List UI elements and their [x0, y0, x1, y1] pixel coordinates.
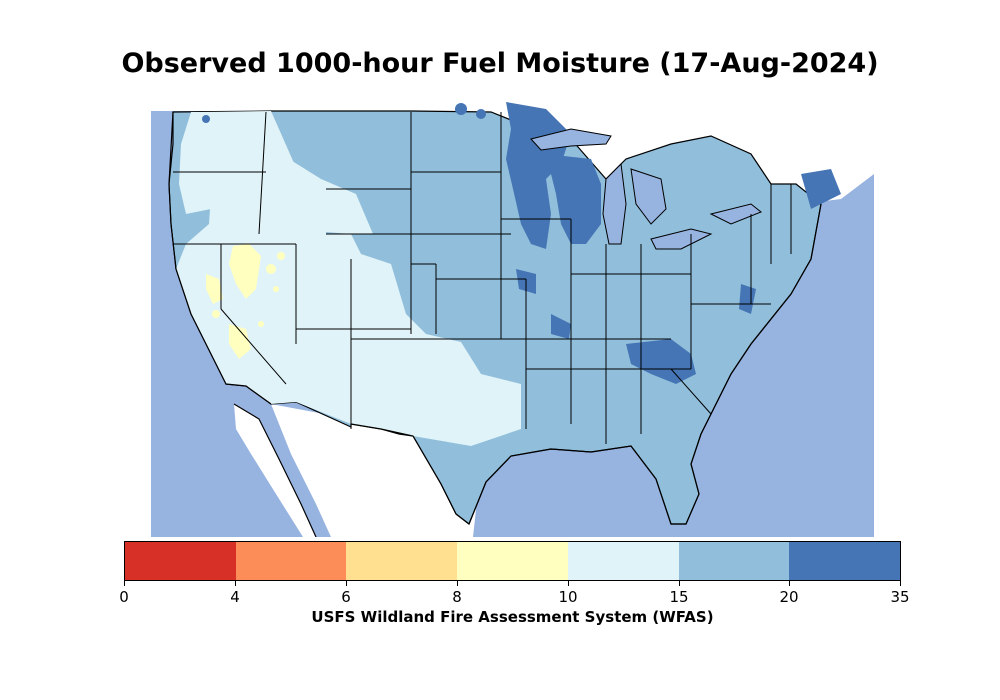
tick-mark	[124, 581, 125, 586]
tick-label: 10	[558, 588, 578, 606]
tick-label: 4	[230, 588, 240, 606]
source-label: USFS Wildland Fire Assessment System (WF…	[311, 608, 714, 626]
zone-8-10-speckles	[206, 244, 285, 359]
fuel-moisture-map	[151, 84, 874, 537]
colorbar-bin-15-20	[678, 542, 790, 580]
colorbar-bin-0-4	[125, 542, 236, 580]
colorbar-bin-4-6	[235, 542, 347, 580]
map-title: Observed 1000-hour Fuel Moisture (17-Aug…	[121, 48, 879, 79]
zone-10-15-montana	[281, 154, 373, 234]
tick-mark	[900, 581, 901, 586]
tick-mark	[457, 581, 458, 586]
colorbar-bin-6-8	[346, 542, 458, 580]
colorbar-bin-20-35	[789, 542, 901, 580]
tick-label: 8	[452, 588, 462, 606]
tick-label: 20	[779, 588, 799, 606]
tick-label: 15	[669, 588, 689, 606]
baja-land	[234, 404, 316, 537]
great-lakes	[530, 128, 762, 250]
tick-label: 35	[890, 588, 910, 606]
zone-10-15-west	[176, 111, 521, 446]
colorbar-bin-10-15	[567, 542, 679, 580]
zone-10-15-northwest	[179, 112, 226, 214]
tick-mark	[235, 581, 236, 586]
tick-mark	[789, 581, 790, 586]
tick-mark	[346, 581, 347, 586]
colorbar-bin-8-10	[457, 542, 568, 580]
tick-mark	[568, 581, 569, 586]
tick-label: 0	[119, 588, 129, 606]
tick-label: 6	[341, 588, 351, 606]
colorbar-ticks: 0 4 6 8 10 15 20 35	[119, 581, 910, 621]
tick-mark	[679, 581, 680, 586]
colorbar	[124, 541, 901, 581]
coastlines	[168, 111, 822, 537]
state-borders	[173, 111, 792, 444]
